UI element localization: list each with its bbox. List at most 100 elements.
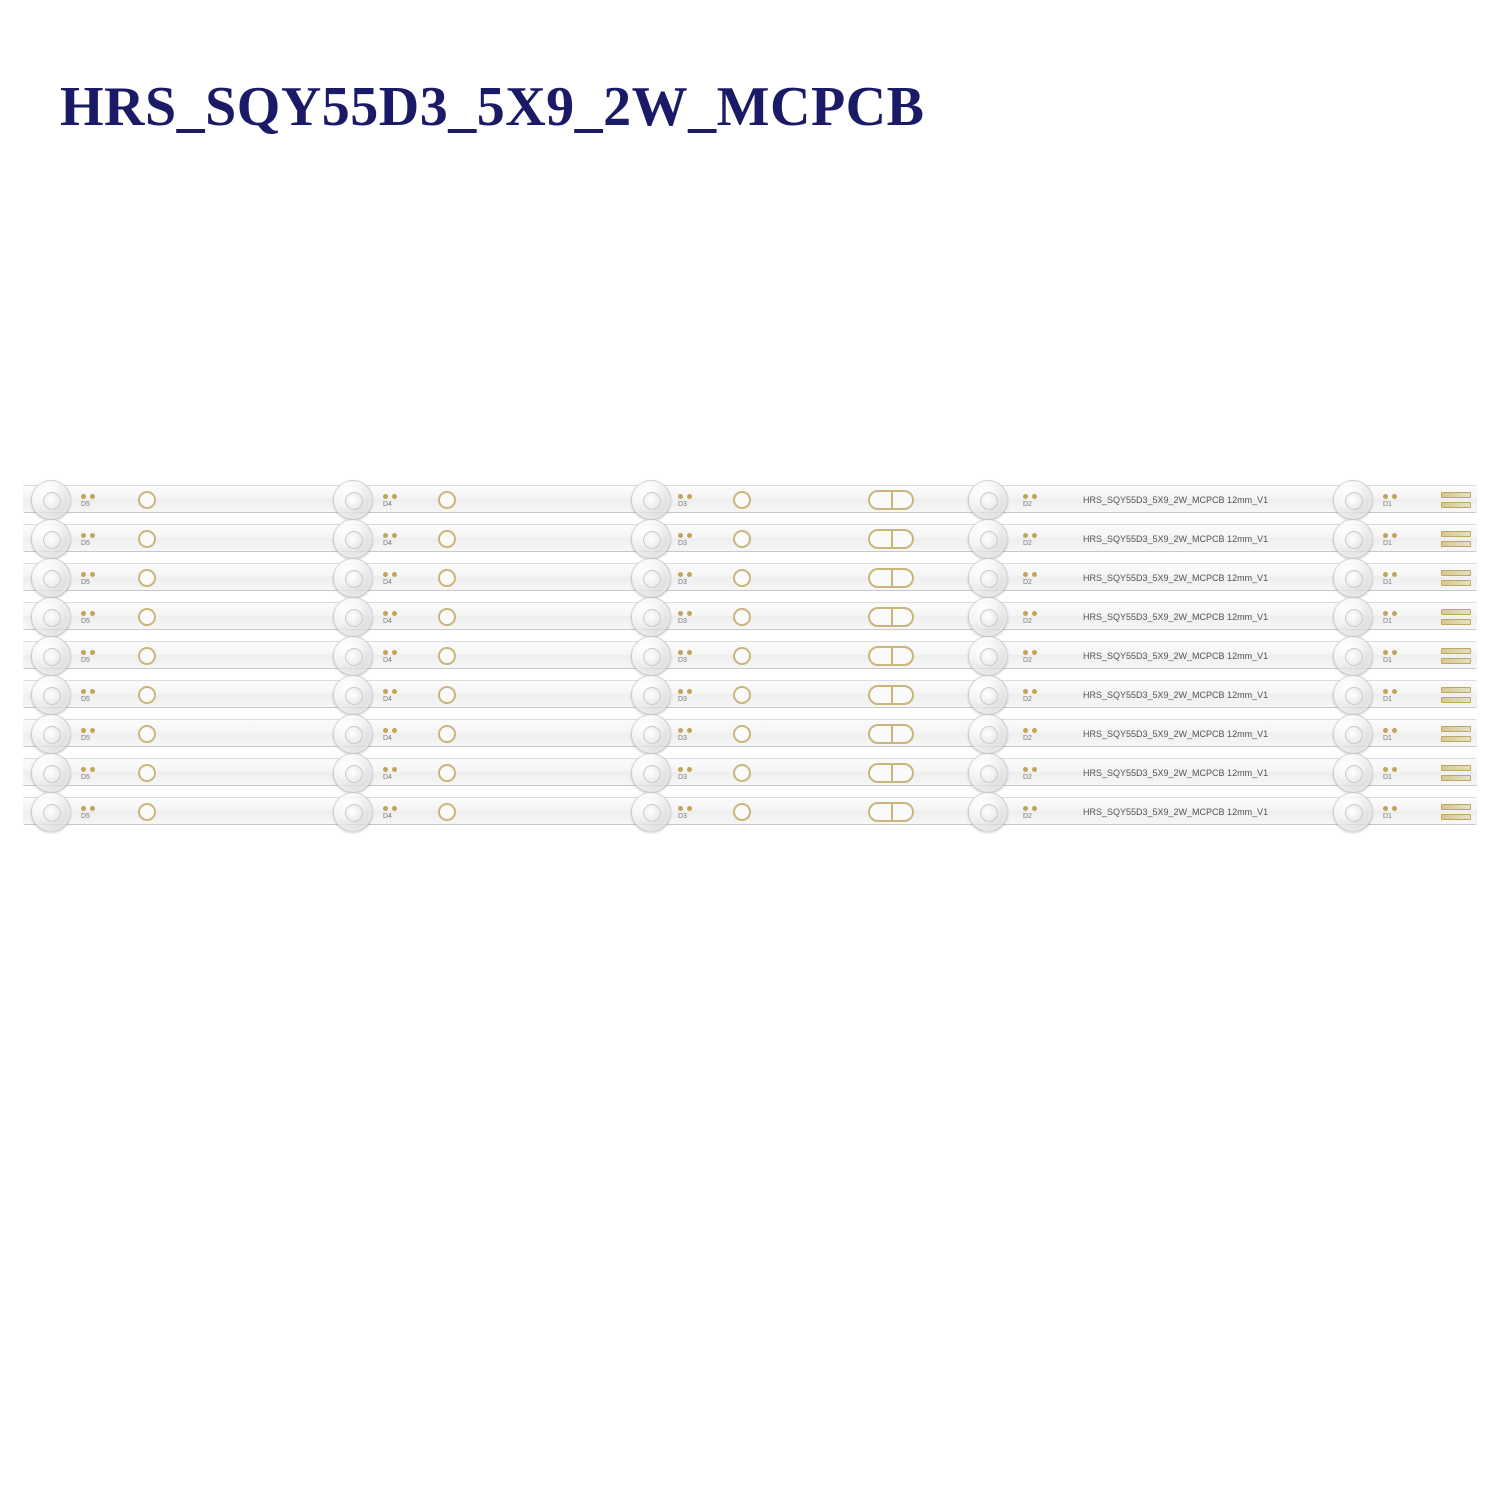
solder-dots bbox=[1023, 494, 1037, 499]
led-strip: D5D4D3D2D1HRS_SQY55D3_5X9_2W_MCPCB 12mm_… bbox=[23, 485, 1477, 513]
led-position-label: D1 bbox=[1383, 735, 1392, 742]
solder-dots bbox=[1383, 767, 1397, 772]
led-lens bbox=[31, 597, 71, 637]
led-position-label: D5 bbox=[81, 813, 90, 820]
mount-hole bbox=[138, 725, 156, 743]
led-position-label: D4 bbox=[383, 657, 392, 664]
led-position-label: D1 bbox=[1383, 501, 1392, 508]
connector-pads bbox=[1441, 804, 1471, 820]
solder-dots bbox=[383, 572, 397, 577]
connector-pads bbox=[1441, 492, 1471, 508]
double-slot bbox=[868, 724, 914, 744]
solder-dots bbox=[1023, 572, 1037, 577]
led-lens bbox=[31, 480, 71, 520]
led-lens bbox=[1333, 597, 1373, 637]
led-lens bbox=[333, 558, 373, 598]
double-slot bbox=[868, 646, 914, 666]
led-lens bbox=[968, 792, 1008, 832]
solder-dots bbox=[678, 689, 692, 694]
led-lens bbox=[631, 792, 671, 832]
mount-hole bbox=[733, 530, 751, 548]
led-strip: D5D4D3D2D1HRS_SQY55D3_5X9_2W_MCPCB 12mm_… bbox=[23, 758, 1477, 786]
strip-print-text: HRS_SQY55D3_5X9_2W_MCPCB 12mm_V1 bbox=[1083, 768, 1268, 778]
led-lens bbox=[333, 597, 373, 637]
connector-pads bbox=[1441, 609, 1471, 625]
led-lens bbox=[31, 519, 71, 559]
led-position-label: D4 bbox=[383, 813, 392, 820]
led-position-label: D4 bbox=[383, 540, 392, 547]
solder-dots bbox=[1383, 806, 1397, 811]
led-lens bbox=[333, 636, 373, 676]
solder-dots bbox=[1383, 611, 1397, 616]
solder-dots bbox=[678, 767, 692, 772]
led-lens bbox=[333, 519, 373, 559]
double-slot bbox=[868, 568, 914, 588]
led-lens bbox=[31, 558, 71, 598]
led-lens bbox=[333, 753, 373, 793]
led-strip: D5D4D3D2D1HRS_SQY55D3_5X9_2W_MCPCB 12mm_… bbox=[23, 602, 1477, 630]
led-position-label: D2 bbox=[1023, 696, 1032, 703]
solder-dots bbox=[383, 533, 397, 538]
connector-pads bbox=[1441, 726, 1471, 742]
solder-dots bbox=[1383, 572, 1397, 577]
solder-dots bbox=[1383, 689, 1397, 694]
led-lens bbox=[968, 753, 1008, 793]
mount-hole bbox=[733, 764, 751, 782]
double-slot bbox=[868, 490, 914, 510]
led-strip: D5D4D3D2D1HRS_SQY55D3_5X9_2W_MCPCB 12mm_… bbox=[23, 641, 1477, 669]
mount-hole bbox=[733, 686, 751, 704]
mount-hole bbox=[138, 764, 156, 782]
solder-dots bbox=[678, 650, 692, 655]
led-lens bbox=[631, 636, 671, 676]
connector-pads bbox=[1441, 648, 1471, 664]
strip-print-text: HRS_SQY55D3_5X9_2W_MCPCB 12mm_V1 bbox=[1083, 534, 1268, 544]
led-lens bbox=[968, 597, 1008, 637]
solder-dots bbox=[383, 494, 397, 499]
solder-dots bbox=[81, 728, 95, 733]
solder-dots bbox=[1023, 689, 1037, 694]
solder-dots bbox=[1383, 728, 1397, 733]
led-lens bbox=[1333, 636, 1373, 676]
mount-hole bbox=[138, 491, 156, 509]
solder-dots bbox=[383, 611, 397, 616]
led-position-label: D2 bbox=[1023, 735, 1032, 742]
double-slot bbox=[868, 802, 914, 822]
led-lens bbox=[333, 714, 373, 754]
solder-dots bbox=[1383, 494, 1397, 499]
mount-hole bbox=[138, 530, 156, 548]
mount-hole bbox=[438, 569, 456, 587]
led-lens bbox=[31, 792, 71, 832]
solder-dots bbox=[1023, 806, 1037, 811]
solder-dots bbox=[678, 806, 692, 811]
mount-hole bbox=[733, 569, 751, 587]
strip-print-text: HRS_SQY55D3_5X9_2W_MCPCB 12mm_V1 bbox=[1083, 495, 1268, 505]
led-strip: D5D4D3D2D1HRS_SQY55D3_5X9_2W_MCPCB 12mm_… bbox=[23, 524, 1477, 552]
led-lens bbox=[631, 480, 671, 520]
solder-dots bbox=[81, 689, 95, 694]
led-lens bbox=[31, 636, 71, 676]
solder-dots bbox=[1023, 533, 1037, 538]
solder-dots bbox=[383, 767, 397, 772]
mount-hole bbox=[438, 686, 456, 704]
led-lens bbox=[1333, 480, 1373, 520]
led-position-label: D3 bbox=[678, 618, 687, 625]
led-lens bbox=[631, 558, 671, 598]
led-lens bbox=[1333, 792, 1373, 832]
solder-dots bbox=[678, 494, 692, 499]
led-position-label: D2 bbox=[1023, 501, 1032, 508]
connector-pads bbox=[1441, 570, 1471, 586]
mount-hole bbox=[733, 491, 751, 509]
led-position-label: D3 bbox=[678, 774, 687, 781]
connector-pads bbox=[1441, 531, 1471, 547]
led-position-label: D2 bbox=[1023, 579, 1032, 586]
mount-hole bbox=[733, 647, 751, 665]
solder-dots bbox=[1023, 611, 1037, 616]
mount-hole bbox=[138, 803, 156, 821]
led-lens bbox=[968, 480, 1008, 520]
mount-hole bbox=[138, 686, 156, 704]
led-position-label: D1 bbox=[1383, 618, 1392, 625]
led-lens bbox=[968, 519, 1008, 559]
led-strip: D5D4D3D2D1HRS_SQY55D3_5X9_2W_MCPCB 12mm_… bbox=[23, 680, 1477, 708]
strip-print-text: HRS_SQY55D3_5X9_2W_MCPCB 12mm_V1 bbox=[1083, 651, 1268, 661]
led-lens bbox=[968, 558, 1008, 598]
